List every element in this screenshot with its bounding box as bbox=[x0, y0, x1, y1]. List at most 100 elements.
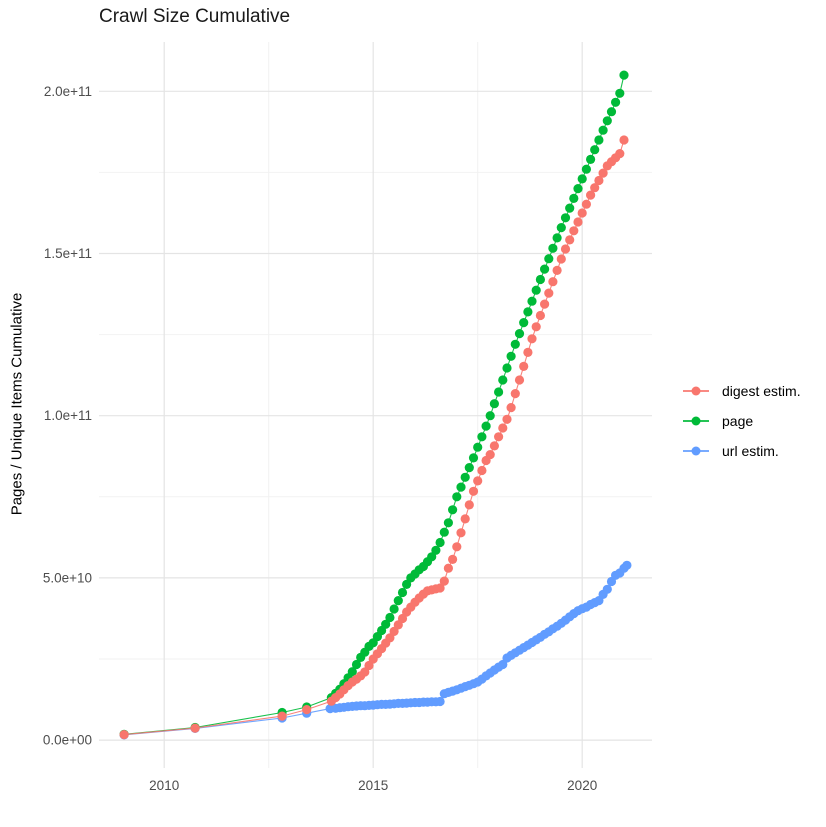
data-point-digest-estim bbox=[477, 465, 487, 476]
data-point-digest-estim bbox=[569, 226, 579, 236]
legend-entry-page: page bbox=[683, 411, 801, 431]
data-point-page bbox=[448, 505, 458, 515]
data-point-page bbox=[602, 116, 612, 126]
data-point-digest-estim bbox=[556, 254, 566, 264]
data-point-page bbox=[573, 184, 583, 194]
data-point-page bbox=[389, 604, 399, 614]
y-tick-label: 0.0e+00 bbox=[43, 733, 92, 748]
data-point-digest-estim bbox=[439, 576, 449, 586]
data-point-digest-estim bbox=[590, 183, 600, 193]
data-point-url-estim bbox=[435, 696, 445, 707]
data-point-page bbox=[464, 463, 474, 473]
data-point-page bbox=[598, 125, 608, 135]
data-point-page bbox=[347, 667, 357, 677]
data-point-url-estim bbox=[622, 560, 632, 570]
data-point-page bbox=[427, 552, 437, 562]
data-point-page bbox=[560, 213, 571, 223]
data-point-page bbox=[540, 264, 550, 274]
legend-point-icon bbox=[691, 416, 701, 426]
data-point-digest-estim bbox=[494, 432, 504, 442]
x-tick-label: 2020 bbox=[567, 778, 597, 793]
data-point-digest-estim bbox=[519, 361, 529, 371]
data-point-page bbox=[544, 254, 554, 264]
data-point-page bbox=[402, 579, 412, 590]
data-point-digest-estim bbox=[360, 667, 370, 677]
data-point-digest-estim bbox=[598, 168, 608, 178]
data-point-digest-estim bbox=[435, 583, 445, 593]
legend: digest estim. page url estim. bbox=[683, 381, 801, 461]
x-tick-label: 2010 bbox=[149, 778, 179, 793]
legend-key-url-estim bbox=[683, 446, 709, 457]
data-point-page bbox=[494, 387, 504, 397]
data-point-digest-estim bbox=[514, 375, 525, 385]
data-point-page bbox=[590, 145, 600, 155]
data-point-digest-estim bbox=[485, 450, 495, 460]
legend-label: page bbox=[722, 413, 754, 429]
data-point-digest-estim bbox=[540, 299, 550, 309]
data-point-digest-estim bbox=[389, 626, 399, 637]
data-point-digest-estim bbox=[535, 310, 546, 321]
data-point-digest-estim bbox=[615, 149, 625, 159]
legend-key-digest-estim bbox=[683, 386, 709, 397]
y-tick-label: 1.0e+11 bbox=[44, 408, 92, 423]
data-point-page bbox=[452, 492, 462, 502]
data-point-page bbox=[477, 432, 487, 442]
data-point-digest-estim bbox=[468, 486, 479, 496]
data-point-url-estim bbox=[602, 584, 612, 594]
data-point-page bbox=[381, 619, 391, 629]
data-point-page bbox=[431, 545, 441, 555]
data-point-digest-estim bbox=[619, 135, 629, 145]
data-point-digest-estim bbox=[443, 563, 453, 573]
data-point-digest-estim bbox=[586, 190, 596, 200]
data-point-page bbox=[565, 203, 575, 213]
data-point-page bbox=[531, 285, 541, 295]
y-axis-title: Pages / Unique Items Cumulative bbox=[8, 292, 26, 516]
chart-title: Crawl Size Cumulative bbox=[99, 6, 291, 27]
data-point-digest-estim bbox=[527, 334, 537, 344]
data-point-page bbox=[569, 193, 579, 203]
data-point-digest-estim bbox=[577, 208, 587, 218]
data-point-page bbox=[385, 612, 395, 623]
data-point-page bbox=[351, 659, 362, 670]
data-point-digest-estim bbox=[119, 730, 129, 740]
data-point-digest-estim bbox=[523, 347, 533, 357]
data-point-page bbox=[527, 296, 537, 306]
data-point-page bbox=[581, 164, 592, 174]
y-tick-label: 2.0e+11 bbox=[44, 84, 92, 99]
data-point-digest-estim bbox=[581, 199, 592, 209]
data-point-page bbox=[502, 363, 512, 373]
data-point-url-estim bbox=[498, 659, 508, 670]
data-point-page bbox=[435, 537, 445, 548]
data-point-page bbox=[611, 97, 621, 107]
data-point-digest-estim bbox=[552, 265, 562, 275]
data-point-digest-estim bbox=[502, 414, 512, 424]
data-point-digest-estim bbox=[473, 476, 483, 486]
data-point-page bbox=[535, 274, 546, 285]
data-point-digest-estim bbox=[489, 441, 499, 451]
legend-label: url estim. bbox=[722, 443, 779, 459]
data-point-digest-estim bbox=[594, 175, 604, 186]
data-point-page bbox=[619, 70, 629, 80]
data-point-digest-estim bbox=[464, 500, 474, 510]
data-point-page bbox=[514, 329, 525, 339]
data-point-digest-estim bbox=[510, 389, 520, 399]
data-point-page bbox=[615, 88, 625, 98]
data-point-page bbox=[460, 472, 470, 482]
data-point-page bbox=[556, 223, 566, 233]
data-point-page bbox=[439, 527, 449, 537]
data-point-page bbox=[393, 596, 403, 606]
data-point-digest-estim bbox=[448, 554, 458, 565]
data-point-digest-estim bbox=[452, 542, 462, 552]
legend-point-icon bbox=[691, 446, 701, 456]
data-point-page bbox=[552, 233, 562, 243]
data-point-page bbox=[523, 307, 533, 317]
data-point-page bbox=[456, 482, 466, 492]
data-point-digest-estim bbox=[573, 217, 583, 227]
data-point-page bbox=[473, 442, 483, 452]
data-point-digest-estim bbox=[544, 288, 554, 298]
data-point-page bbox=[586, 154, 596, 164]
data-point-digest-estim bbox=[531, 322, 541, 332]
x-tick-label: 2015 bbox=[358, 778, 388, 793]
